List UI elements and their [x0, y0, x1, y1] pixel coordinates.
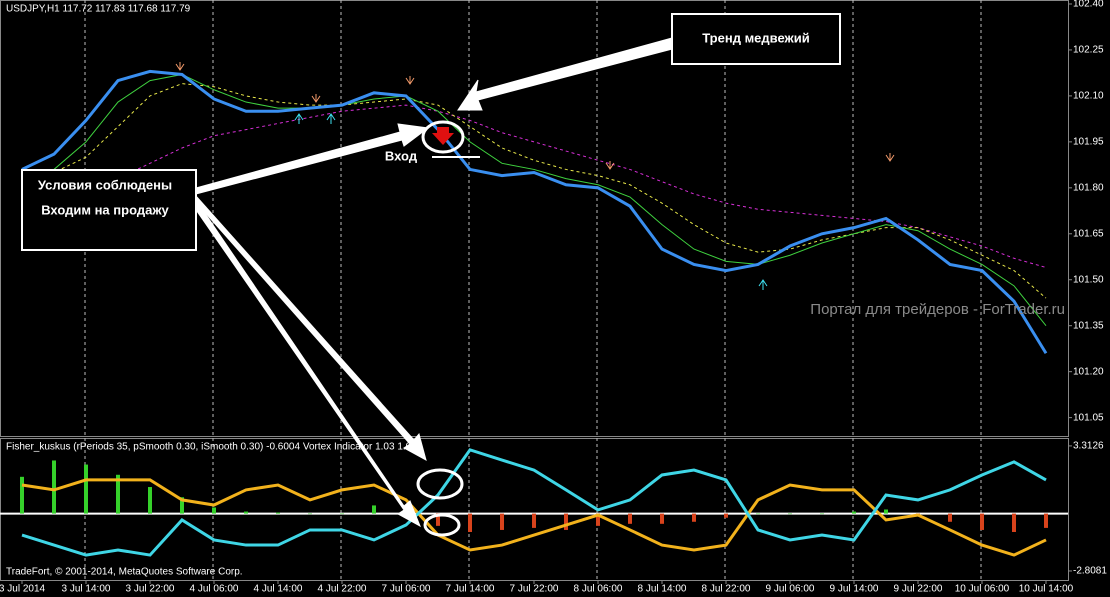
- histogram-bar: [596, 513, 600, 526]
- up-arrow: [758, 279, 768, 290]
- arrow: [193, 195, 427, 461]
- y-tick-label: 102.25: [1073, 45, 1104, 56]
- x-tick-label: 3 Jul 22:00: [126, 584, 175, 595]
- arrow: [191, 199, 421, 528]
- histogram-bar: [372, 505, 376, 514]
- up-arrow: [294, 113, 304, 124]
- x-tick-label: 8 Jul 06:00: [574, 584, 623, 595]
- histogram-bar: [340, 513, 344, 515]
- histogram-bar: [532, 513, 536, 528]
- down-arrow: [405, 76, 415, 85]
- histogram-bar: [692, 513, 696, 522]
- series-line: [21, 69, 1048, 355]
- y-tick-label: 101.35: [1073, 320, 1104, 331]
- arrow: [195, 123, 430, 195]
- histogram-bar: [212, 507, 216, 514]
- y-tick-label: 102.40: [1073, 0, 1104, 10]
- arrow: [457, 37, 677, 111]
- main-title: USDJPY,H1 117.72 117.83 117.68 117.79: [6, 4, 191, 15]
- x-tick-label: 9 Jul 14:00: [830, 584, 879, 595]
- down-arrow: [175, 62, 185, 71]
- histogram-bar: [820, 513, 824, 515]
- circle: [421, 120, 465, 154]
- histogram-bar: [788, 513, 792, 515]
- signal-arrows: [175, 62, 895, 290]
- histogram-bar: [244, 511, 248, 514]
- trend-box: [671, 13, 841, 65]
- histogram-bar: [20, 476, 24, 514]
- up-arrow: [326, 113, 336, 124]
- histogram-bar: [52, 460, 56, 514]
- series-line: [21, 73, 1047, 327]
- histogram-bar: [180, 497, 184, 514]
- annotation: Вход: [385, 148, 418, 163]
- y-tick-label: 101.50: [1073, 274, 1104, 285]
- x-tick-label: 7 Jul 22:00: [510, 584, 559, 595]
- annotation: Тренд медвежий: [702, 30, 810, 45]
- annotation: Условия соблюдены: [38, 177, 172, 192]
- watermark: Портал для трейдеров - ForTrader.ru: [810, 301, 1065, 318]
- y-tick-label: 101.05: [1073, 412, 1104, 423]
- histogram-bar: [660, 513, 664, 524]
- histogram-bar: [948, 513, 952, 522]
- x-tick-label: 4 Jul 06:00: [190, 584, 239, 595]
- x-tick-label: 9 Jul 22:00: [894, 584, 943, 595]
- histogram-bar: [116, 474, 120, 514]
- histogram-bar: [884, 509, 888, 514]
- y-tick-label: 101.80: [1073, 182, 1104, 193]
- x-tick-label: 4 Jul 22:00: [318, 584, 367, 595]
- histogram-bar: [308, 513, 312, 515]
- histogram-bar: [628, 513, 632, 524]
- down-arrow: [311, 94, 321, 103]
- y-tick-label: 3.3126: [1073, 441, 1104, 452]
- x-tick-label: 4 Jul 14:00: [254, 584, 303, 595]
- y-tick-label: -2.8081: [1073, 566, 1107, 577]
- histogram-bar: [724, 513, 728, 518]
- footer: TradeFort, © 2001-2014, MetaQuotes Softw…: [6, 567, 243, 578]
- histogram-bar: [1044, 513, 1048, 528]
- series-line: [21, 448, 1047, 557]
- histogram-bar: [564, 513, 568, 530]
- y-tick-label: 101.95: [1073, 137, 1104, 148]
- circle: [423, 513, 461, 537]
- x-tick-label: 10 Jul 06:00: [955, 584, 1010, 595]
- conditions-box: [21, 169, 197, 251]
- plot: [0, 69, 1068, 557]
- histogram-bar: [980, 513, 984, 530]
- histogram-bar: [148, 487, 152, 514]
- histogram-bar: [84, 464, 88, 514]
- annotation: Входим на продажу: [41, 202, 169, 217]
- histogram-bar: [500, 513, 504, 530]
- x-tick-label: 8 Jul 14:00: [638, 584, 687, 595]
- y-tick-label: 101.20: [1073, 366, 1104, 377]
- sell-arrow: [432, 127, 454, 145]
- x-tick-label: 9 Jul 06:00: [766, 584, 815, 595]
- x-tick-label: 8 Jul 22:00: [702, 584, 751, 595]
- histogram-bar: [276, 512, 280, 514]
- y-tick-label: 101.65: [1073, 228, 1104, 239]
- x-tick-label: 3 Jul 14:00: [62, 584, 111, 595]
- indicator-title: Fisher_kuskus (rPeriods 35, pSmooth 0.30…: [6, 442, 417, 453]
- histogram-bar: [1012, 513, 1016, 532]
- circle: [416, 468, 464, 500]
- x-tick-label: 10 Jul 14:00: [1019, 584, 1074, 595]
- x-tick-label: 3 Jul 2014: [0, 584, 46, 595]
- down-arrow: [885, 153, 895, 162]
- histogram-bar: [436, 513, 440, 526]
- y-tick-label: 102.10: [1073, 91, 1104, 102]
- series-line: [21, 83, 1047, 299]
- histogram-bar: [852, 511, 856, 514]
- histogram-bar: [756, 513, 760, 515]
- main-panel-frame: [0, 0, 1069, 437]
- annotations: [21, 13, 841, 537]
- histogram-bar: [468, 513, 472, 532]
- x-tick-label: 7 Jul 14:00: [446, 584, 495, 595]
- x-tick-label: 7 Jul 06:00: [382, 584, 431, 595]
- down-arrow: [605, 161, 615, 170]
